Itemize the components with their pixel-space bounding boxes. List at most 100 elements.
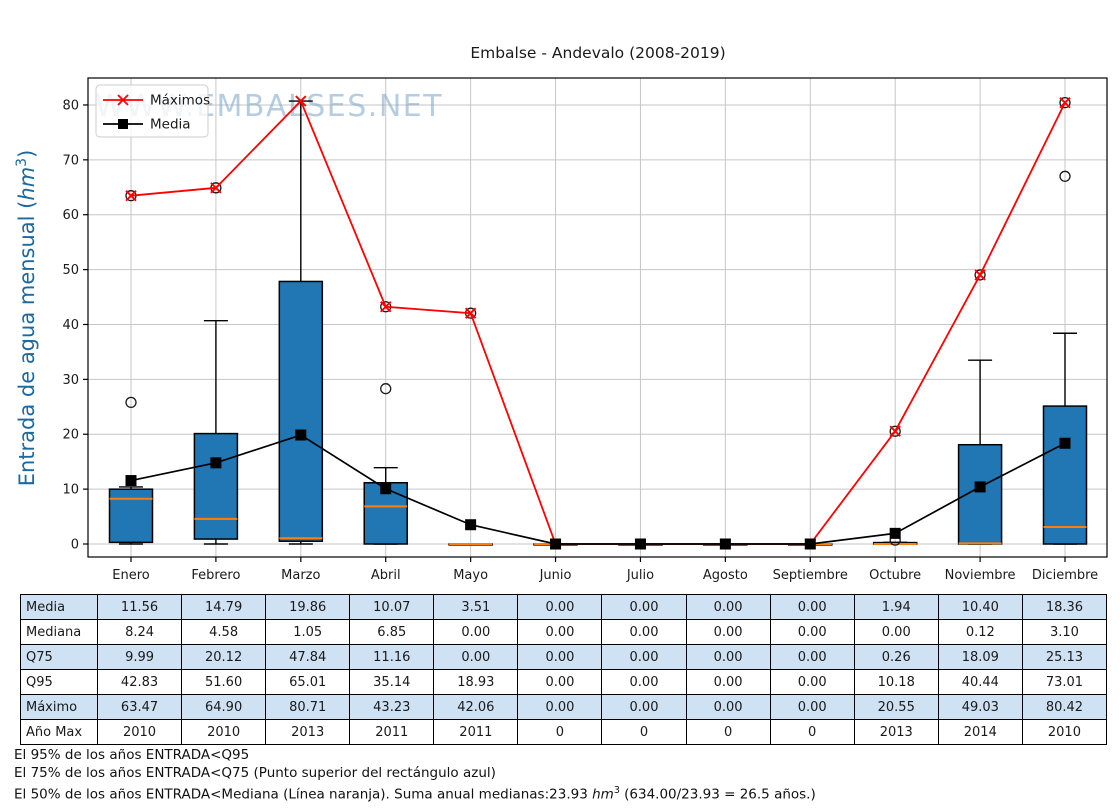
y-tick-label: 60 — [62, 208, 79, 223]
table-cell: 2011 — [433, 719, 519, 745]
footnote-mediana-suffix: (634.00/23.93 = 26.5 años.) — [619, 786, 816, 803]
table-cell: 2010 — [181, 719, 267, 745]
y-tick-label: 40 — [62, 318, 79, 333]
maximos-x-marker — [974, 269, 986, 281]
legend-media-label: Media — [150, 117, 191, 133]
table-cell: 1.05 — [265, 619, 351, 645]
y-tick-label: 70 — [62, 153, 79, 168]
legend-media-square-icon — [118, 119, 128, 129]
x-tick-label: Octubre — [869, 568, 921, 583]
footnote-mediana-prefix: El 50% de los años ENTRADA<Mediana (Líne… — [14, 786, 593, 803]
table-row-label: Máximo — [20, 694, 98, 720]
table-row-label: Mediana — [20, 619, 98, 645]
table-cell: 2010 — [96, 719, 183, 745]
table-cell: 0.00 — [517, 669, 603, 695]
media-square-marker — [295, 429, 307, 441]
x-tick-label: Mayo — [453, 568, 488, 583]
media-square-marker — [1059, 437, 1071, 449]
table-cell: 35.14 — [349, 669, 435, 695]
table-cell: 6.85 — [349, 619, 435, 645]
footnote-mediana-unit: hm — [592, 786, 614, 803]
table-cell: 0 — [685, 719, 771, 745]
table-cell: 0.12 — [937, 619, 1023, 645]
x-tick-label: Enero — [112, 568, 150, 583]
table-row: Mediana 8.24 4.58 1.05 6.85 0.00 0.00 0.00 0.00 0… — [20, 619, 1108, 645]
chart-title: Embalse - Andevalo (2008-2019) — [470, 44, 725, 62]
table-row: Q95 42.83 51.60 65.01 35.14 18.93 0.00 0.00 0.00… — [20, 669, 1108, 695]
media-square-marker — [465, 519, 477, 531]
x-tick-label: Julio — [626, 568, 654, 583]
table-cell: 19.86 — [265, 594, 351, 620]
table-cell: 80.42 — [1021, 694, 1108, 720]
x-tick-label: Abril — [371, 568, 401, 583]
table-cell: 14.79 — [181, 594, 267, 620]
y-tick-label: 30 — [62, 373, 79, 388]
table-cell: 0.00 — [433, 619, 519, 645]
table-cell: 0 — [517, 719, 603, 745]
table-cell: 0.00 — [769, 594, 855, 620]
media-square-marker — [125, 475, 137, 487]
maximos-x-marker — [464, 307, 477, 319]
y-tick-label: 10 — [62, 483, 79, 498]
table-cell: 42.06 — [433, 694, 519, 720]
box — [278, 280, 324, 543]
table-row: Media 11.56 14.79 19.86 10.07 3.51 0.00 0.00 0.0… — [20, 594, 1108, 620]
table-cell: 40.44 — [937, 669, 1023, 695]
table-cell: 0.00 — [601, 594, 687, 620]
box — [1042, 405, 1088, 545]
footnote-mediana: El 50% de los años ENTRADA<Mediana (Líne… — [14, 785, 816, 803]
footnote-mediana-sup: 3 — [613, 785, 620, 796]
media-square-marker — [210, 457, 222, 469]
table-cell: 0.00 — [769, 619, 855, 645]
media-square-marker — [889, 527, 901, 539]
table-cell: 51.60 — [181, 669, 267, 695]
table-cell: 47.84 — [265, 644, 351, 670]
maximos-x-marker — [210, 182, 222, 194]
outlier-circle — [889, 425, 901, 437]
table-cell: 0.00 — [433, 644, 519, 670]
outlier-circle — [125, 396, 137, 409]
table-cell: 0.00 — [601, 669, 687, 695]
footnote-q75: El 75% de los años ENTRADA<Q75 (Punto su… — [14, 765, 496, 781]
table-cell: 0.00 — [685, 594, 771, 620]
maximos-x-marker — [380, 301, 392, 313]
table-row: Año Max 2010 2010 2013 2011 2011 0 0 0 0 2013 2014 2… — [20, 719, 1108, 745]
table-cell: 80.71 — [265, 694, 351, 720]
y-axis-label: Entrada de agua mensual (hm3) — [14, 150, 39, 487]
table-cell: 0.00 — [685, 694, 771, 720]
maximos-x-marker — [1059, 96, 1071, 109]
media-square-marker — [804, 538, 816, 550]
media-square-marker — [380, 483, 392, 495]
table-cell: 1.94 — [853, 594, 939, 620]
table-cell: 8.24 — [96, 619, 183, 645]
table-cell: 11.56 — [96, 594, 183, 620]
table-cell: 4.58 — [181, 619, 267, 645]
media-line — [130, 434, 1066, 545]
monthly-stats-table: Media 11.56 14.79 19.86 10.07 3.51 0.00 0.00 0.0… — [20, 594, 1108, 745]
table-row-label: Año Max — [20, 719, 98, 745]
media-square-marker — [719, 538, 731, 550]
y-tick-label: 20 — [62, 428, 79, 443]
table-cell: 18.09 — [937, 644, 1023, 670]
table-cell: 63.47 — [96, 694, 183, 720]
table-cell: 25.13 — [1021, 644, 1108, 670]
maximos-line — [130, 99, 1066, 545]
table-cell: 18.93 — [433, 669, 519, 695]
plot-border — [87, 77, 1108, 558]
table-cell: 2014 — [937, 719, 1023, 745]
table-cell: 0.26 — [853, 644, 939, 670]
legend: Máximos Media — [95, 84, 210, 138]
table-cell: 10.07 — [349, 594, 435, 620]
box — [108, 488, 154, 544]
table-cell: 43.23 — [349, 694, 435, 720]
table-cell: 65.01 — [265, 669, 351, 695]
table-cell: 0 — [601, 719, 687, 745]
table-cell: 20.12 — [181, 644, 267, 670]
x-tick-label: Noviembre — [945, 568, 1016, 583]
x-tick-label: Agosto — [703, 568, 748, 583]
y-axis-label-unit: hm — [15, 167, 39, 201]
table-cell: 2013 — [265, 719, 351, 745]
maximos-x-marker — [889, 425, 901, 437]
